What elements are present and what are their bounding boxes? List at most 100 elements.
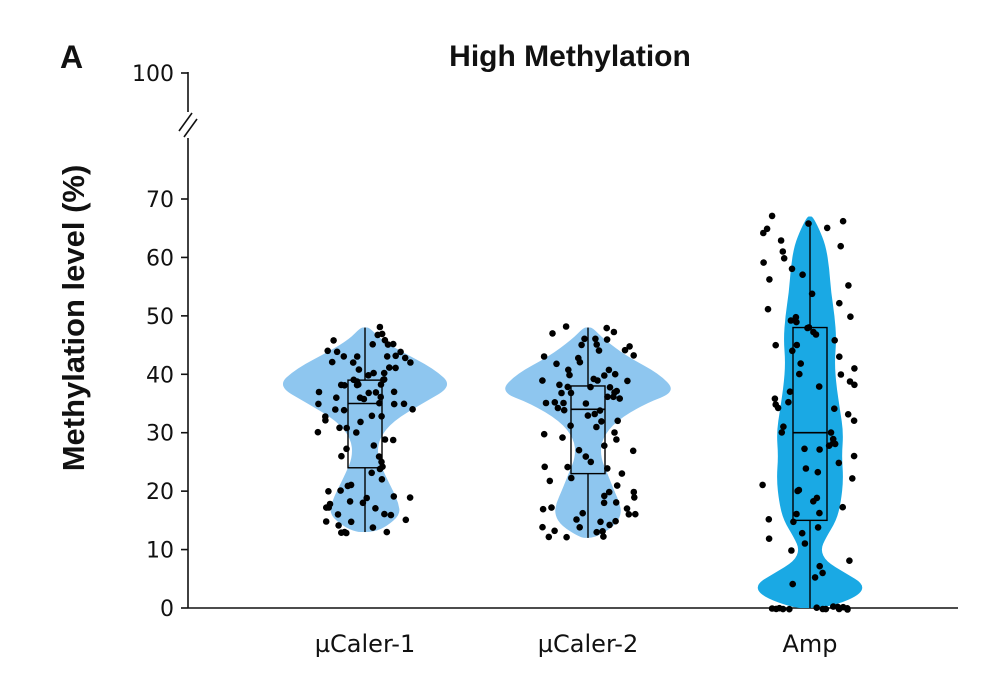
data-point [337,487,344,494]
data-point [760,259,767,266]
data-point [376,323,384,331]
data-point [603,336,611,343]
data-point [849,475,856,482]
data-point [850,452,858,460]
data-point [384,341,392,348]
data-point [596,407,604,414]
data-point [590,375,597,383]
data-point [598,418,605,425]
data-point [389,436,397,444]
data-point [377,381,385,388]
data-point [340,353,348,360]
data-point [381,510,388,518]
data-point [612,517,619,525]
data-point [314,428,322,436]
data-point [573,516,580,523]
data-point [390,388,398,396]
data-point [810,498,817,505]
data-point [564,463,571,471]
data-point [616,395,623,402]
data-point [582,400,590,407]
data-point [624,377,631,385]
data-point [593,341,600,348]
y-tick-label: 10 [146,539,174,564]
data-point [829,439,837,447]
data-point [601,492,608,500]
data-point [811,574,819,581]
data-point [814,524,822,531]
data-point [611,429,618,436]
data-point [539,523,546,531]
data-point [336,424,343,432]
data-point [330,337,337,344]
data-point [606,521,613,529]
data-point [363,494,371,502]
data-point [844,606,851,613]
data-point [779,605,787,613]
data-point [401,354,409,362]
data-point [613,482,621,489]
data-point [819,569,826,577]
data-point [836,299,843,307]
data-point [353,353,361,360]
data-point [788,265,796,273]
chart-title: High Methylation [449,40,691,73]
y-tick-label: 100 [132,62,174,87]
data-point [400,400,408,408]
data-point [554,404,562,412]
data-point [539,377,546,384]
data-point [836,353,843,361]
data-point [844,411,852,418]
data-point [587,458,595,466]
data-point [332,406,339,413]
data-point [322,518,330,525]
data-point [780,254,788,262]
data-point [629,447,637,455]
data-point [626,343,633,350]
data-point [564,383,571,391]
data-point [786,605,793,613]
data-point [549,330,556,337]
data-point [390,400,398,408]
data-point [386,364,393,371]
data-point [560,399,567,407]
data-point [599,528,606,535]
data-point [605,488,613,496]
data-point [349,359,357,366]
axis-break-mark-left [178,112,193,132]
data-point [392,352,400,360]
data-point [576,358,584,366]
data-point [851,365,858,372]
data-point [612,499,620,506]
data-point [558,389,565,397]
data-point [315,400,322,408]
data-point [353,381,361,389]
data-point [815,383,823,390]
data-point [581,335,588,343]
data-point [778,429,786,436]
data-point [378,476,386,483]
data-point [603,324,610,332]
data-point [387,511,395,519]
data-point [565,366,572,374]
data-point [562,323,570,330]
data-point [376,399,383,407]
data-point [618,470,626,477]
data-point [542,399,550,407]
data-point [340,406,348,414]
data-point [764,305,772,313]
data-point [347,518,355,526]
data-point [625,511,633,518]
data-point [808,290,816,298]
data-point [383,353,391,360]
data-point [792,313,800,321]
data-point [788,547,795,554]
data-point [575,446,583,454]
data-point [381,436,389,443]
data-point [545,533,553,541]
data-point [407,359,414,366]
y-axis-label: Methylation level (%) [56,165,91,472]
axes: 0 10 20 30 40 50 60 70 100 [132,62,958,622]
data-point [370,369,377,377]
